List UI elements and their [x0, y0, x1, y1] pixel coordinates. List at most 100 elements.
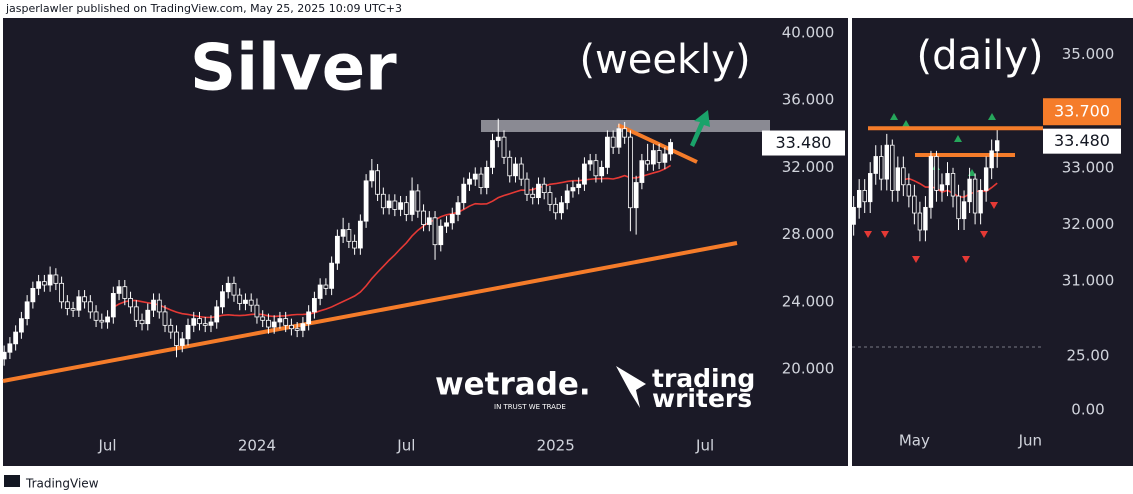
- candle-body: [386, 200, 392, 209]
- candle-body: [541, 183, 547, 193]
- weekly-chart: [1, 110, 770, 383]
- candle-body: [64, 301, 70, 309]
- candle-body: [24, 301, 30, 320]
- candle-body: [231, 282, 237, 296]
- candle-body: [978, 190, 983, 214]
- candle-body: [122, 286, 128, 299]
- down-trend-line: [617, 123, 698, 164]
- candle-body: [409, 190, 415, 215]
- header: jasperlawler published on TradingView.co…: [5, 2, 402, 15]
- candle-body: [593, 160, 599, 177]
- candle-body: [300, 323, 306, 331]
- candle-body: [151, 299, 156, 311]
- y-tick-label: 40.000: [782, 23, 835, 41]
- candle-body: [873, 156, 878, 174]
- candle-body: [306, 311, 312, 325]
- candle-body: [266, 319, 271, 328]
- candle-body: [352, 240, 358, 249]
- candle-body: [99, 319, 105, 323]
- y-tick-label: 0.00: [1071, 401, 1104, 419]
- candle-body: [851, 206, 856, 225]
- candle-body: [174, 331, 179, 346]
- candle-body: [536, 183, 541, 199]
- candle-body: [59, 282, 65, 303]
- x-tick-label: 2024: [238, 437, 276, 455]
- candle-body: [956, 195, 961, 220]
- x-tick-label: Jul: [396, 437, 415, 455]
- candle-body: [7, 343, 13, 353]
- candle-body: [128, 298, 133, 308]
- candle-body: [432, 217, 438, 246]
- candle-body: [547, 192, 553, 205]
- candle-body: [1, 351, 7, 360]
- candle-body: [162, 311, 168, 326]
- candle-body: [972, 178, 978, 214]
- chart-subtitle: (weekly): [579, 37, 750, 83]
- candle-body: [36, 281, 42, 289]
- candle-body: [945, 173, 950, 186]
- candle-body: [82, 296, 87, 303]
- candle-body: [208, 321, 214, 326]
- candle-body: [53, 274, 59, 284]
- arrow: [690, 110, 710, 147]
- candle-body: [934, 156, 939, 191]
- candle-body: [254, 304, 260, 318]
- candle-body: [524, 178, 530, 195]
- candle-body: [403, 202, 409, 215]
- candle-body: [961, 201, 967, 220]
- logo-icon: [616, 366, 646, 408]
- candle-body: [622, 128, 628, 138]
- candle-body: [271, 321, 277, 328]
- moving-average: [112, 164, 672, 319]
- candle-body: [283, 318, 289, 326]
- candle-body: [967, 178, 972, 203]
- candle-body: [616, 128, 622, 148]
- candle-body: [662, 153, 668, 163]
- candle-body: [484, 166, 490, 188]
- candle-body: [668, 142, 674, 155]
- candle-body: [884, 144, 889, 180]
- candle-body: [156, 299, 162, 313]
- candle-body: [610, 136, 616, 148]
- candle-body: [912, 195, 917, 214]
- candle-body: [890, 144, 895, 191]
- candle-body: [145, 309, 151, 325]
- candle-body: [507, 156, 513, 177]
- candle-body: [105, 316, 110, 323]
- chart-subtitle: (daily): [916, 33, 1043, 79]
- candle-body: [513, 163, 518, 177]
- candle-body: [478, 173, 484, 188]
- x-tick-label: Jun: [1018, 432, 1042, 450]
- candle-body: [168, 324, 174, 333]
- candle-body: [13, 331, 19, 345]
- candle-body: [570, 187, 576, 192]
- candle-body: [983, 167, 989, 191]
- candle-body: [248, 299, 254, 306]
- candle-body: [553, 203, 559, 214]
- candle-body: [87, 301, 93, 313]
- candle-body: [530, 193, 536, 199]
- candle-body: [501, 136, 507, 158]
- candle-body: [398, 202, 403, 210]
- candle-body: [185, 324, 191, 340]
- candle-body: [133, 306, 139, 321]
- candle-body: [116, 286, 122, 294]
- candle-body: [415, 190, 421, 212]
- candle-body: [363, 180, 369, 222]
- chart-title: Silver: [190, 32, 397, 106]
- candle-body: [214, 306, 220, 323]
- candle-body: [917, 212, 923, 231]
- candle-body: [461, 183, 467, 204]
- candle-body: [277, 318, 283, 323]
- candle-body: [289, 324, 294, 330]
- candle-body: [472, 173, 478, 180]
- candle-body: [18, 318, 24, 333]
- candle-body: [76, 296, 82, 311]
- candle-body: [490, 140, 495, 168]
- logo-tagline: IN TRUST WE TRADE: [494, 403, 566, 411]
- candle-body: [340, 229, 346, 237]
- candle-body: [110, 293, 116, 318]
- candle-body: [856, 190, 862, 208]
- candle-body: [197, 318, 202, 325]
- candle-body: [329, 262, 335, 289]
